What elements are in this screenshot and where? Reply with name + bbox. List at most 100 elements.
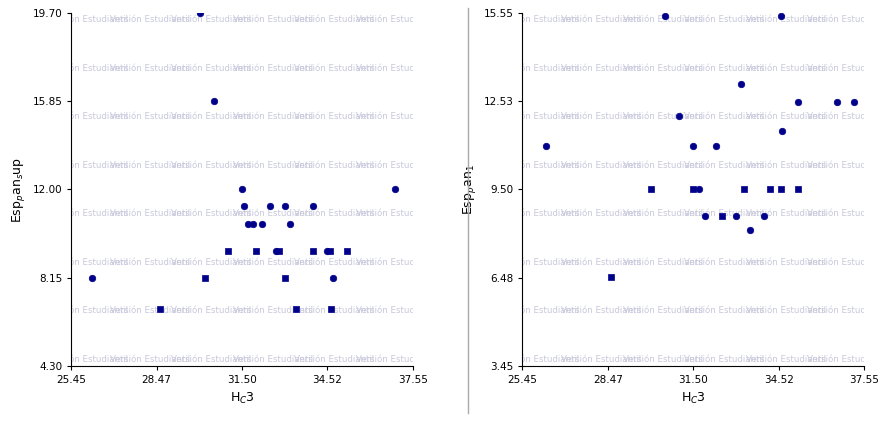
Point [264, 202, 278, 209]
Text: Versión Estudiantil: Versión Estudiantil [746, 161, 826, 170]
Text: Versión Estudiantil: Versión Estudiantil [356, 209, 436, 218]
Point [686, 142, 700, 149]
Text: Versión Estudiantil: Versión Estudiantil [110, 355, 190, 364]
Text: Versión Estudiantil: Versión Estudiantil [356, 15, 436, 24]
Point [207, 98, 221, 104]
Text: Versión Estudiantil: Versión Estudiantil [500, 112, 580, 121]
Text: Versión Estudiantil: Versión Estudiantil [746, 64, 826, 73]
Text: Versión Estudiantil: Versión Estudiantil [233, 306, 313, 315]
Point [323, 248, 337, 255]
Point [153, 306, 168, 312]
X-axis label: H$_C$3: H$_C$3 [230, 391, 255, 406]
Text: Versión Estudiantil: Versión Estudiantil [171, 306, 251, 315]
Text: Versión Estudiantil: Versión Estudiantil [746, 355, 826, 364]
Text: Versión Estudiantil: Versión Estudiantil [110, 112, 190, 121]
Point [790, 186, 805, 193]
Text: Versión Estudiantil: Versión Estudiantil [623, 161, 703, 170]
Point [199, 274, 213, 281]
Point [729, 212, 743, 219]
Text: Versión Estudiantil: Versión Estudiantil [294, 112, 374, 121]
Text: Versión Estudiantil: Versión Estudiantil [561, 258, 642, 266]
Point [539, 142, 553, 149]
Text: Versión Estudiantil: Versión Estudiantil [500, 209, 580, 218]
Point [830, 99, 845, 105]
Text: Versión Estudiantil: Versión Estudiantil [48, 306, 128, 315]
Text: Versión Estudiantil: Versión Estudiantil [807, 355, 887, 364]
Point [339, 248, 354, 255]
Text: Versión Estudiantil: Versión Estudiantil [48, 161, 128, 170]
Text: Versión Estudiantil: Versión Estudiantil [110, 306, 190, 315]
Text: Versión Estudiantil: Versión Estudiantil [110, 258, 190, 266]
Point [246, 221, 260, 227]
Text: Versión Estudiantil: Versión Estudiantil [171, 209, 251, 218]
Text: Versión Estudiantil: Versión Estudiantil [48, 15, 128, 24]
Text: Versión Estudiantil: Versión Estudiantil [294, 355, 374, 364]
Text: Versión Estudiantil: Versión Estudiantil [561, 64, 642, 73]
Text: Versión Estudiantil: Versión Estudiantil [561, 209, 642, 218]
Text: Versión Estudiantil: Versión Estudiantil [171, 258, 251, 266]
Text: Versión Estudiantil: Versión Estudiantil [233, 209, 313, 218]
Point [686, 186, 700, 193]
Text: Versión Estudiantil: Versión Estudiantil [807, 112, 887, 121]
Point [241, 221, 255, 227]
Point [272, 248, 286, 255]
Point [756, 212, 771, 219]
Text: Versión Estudiantil: Versión Estudiantil [807, 15, 887, 24]
Point [790, 99, 805, 105]
Point [289, 306, 303, 312]
Point [773, 12, 788, 19]
Text: Versión Estudiantil: Versión Estudiantil [294, 258, 374, 266]
Text: Versión Estudiantil: Versión Estudiantil [356, 64, 436, 73]
Point [715, 212, 729, 219]
Point [306, 202, 320, 209]
Text: Versión Estudiantil: Versión Estudiantil [356, 355, 436, 364]
Text: Versión Estudiantil: Versión Estudiantil [233, 161, 313, 170]
Point [692, 186, 707, 193]
Point [249, 248, 264, 255]
Point [269, 248, 283, 255]
Text: Versión Estudiantil: Versión Estudiantil [623, 112, 703, 121]
Text: Versión Estudiantil: Versión Estudiantil [623, 15, 703, 24]
Point [847, 99, 862, 105]
Text: Versión Estudiantil: Versión Estudiantil [684, 355, 764, 364]
Text: Versión Estudiantil: Versión Estudiantil [500, 161, 580, 170]
Text: Versión Estudiantil: Versión Estudiantil [110, 161, 190, 170]
Text: Versión Estudiantil: Versión Estudiantil [807, 209, 887, 218]
Text: Versión Estudiantil: Versión Estudiantil [171, 355, 251, 364]
Text: Versión Estudiantil: Versión Estudiantil [294, 15, 374, 24]
Text: Versión Estudiantil: Versión Estudiantil [807, 306, 887, 315]
Text: Versión Estudiantil: Versión Estudiantil [48, 355, 128, 364]
Text: Versión Estudiantil: Versión Estudiantil [684, 209, 764, 218]
Text: Versión Estudiantil: Versión Estudiantil [684, 64, 764, 73]
Point [236, 202, 250, 209]
X-axis label: H$_C$3: H$_C$3 [681, 391, 706, 406]
Text: Versión Estudiantil: Versión Estudiantil [48, 112, 128, 121]
Point [277, 202, 291, 209]
Text: Versión Estudiantil: Versión Estudiantil [500, 306, 580, 315]
Text: Versión Estudiantil: Versión Estudiantil [48, 64, 128, 73]
Point [709, 142, 723, 149]
Point [604, 274, 618, 280]
Text: Versión Estudiantil: Versión Estudiantil [110, 64, 190, 73]
Text: Versión Estudiantil: Versión Estudiantil [233, 258, 313, 266]
Text: Versión Estudiantil: Versión Estudiantil [623, 64, 703, 73]
Text: Versión Estudiantil: Versión Estudiantil [356, 258, 436, 266]
Point [320, 248, 334, 255]
Y-axis label: Esp$_p$an$_1$: Esp$_p$an$_1$ [461, 164, 478, 215]
Point [86, 274, 100, 281]
Text: Versión Estudiantil: Versión Estudiantil [233, 64, 313, 73]
Point [763, 186, 777, 193]
Point [388, 186, 402, 193]
Text: Versión Estudiantil: Versión Estudiantil [171, 64, 251, 73]
Text: Versión Estudiantil: Versión Estudiantil [561, 355, 642, 364]
Text: Versión Estudiantil: Versión Estudiantil [623, 306, 703, 315]
Text: Versión Estudiantil: Versión Estudiantil [746, 306, 826, 315]
Text: Versión Estudiantil: Versión Estudiantil [500, 15, 580, 24]
Text: Versión Estudiantil: Versión Estudiantil [500, 258, 580, 266]
Text: Versión Estudiantil: Versión Estudiantil [48, 258, 128, 266]
Point [221, 248, 235, 255]
Point [283, 221, 298, 227]
Text: Versión Estudiantil: Versión Estudiantil [746, 112, 826, 121]
Text: Versión Estudiantil: Versión Estudiantil [356, 306, 436, 315]
Point [734, 81, 748, 88]
